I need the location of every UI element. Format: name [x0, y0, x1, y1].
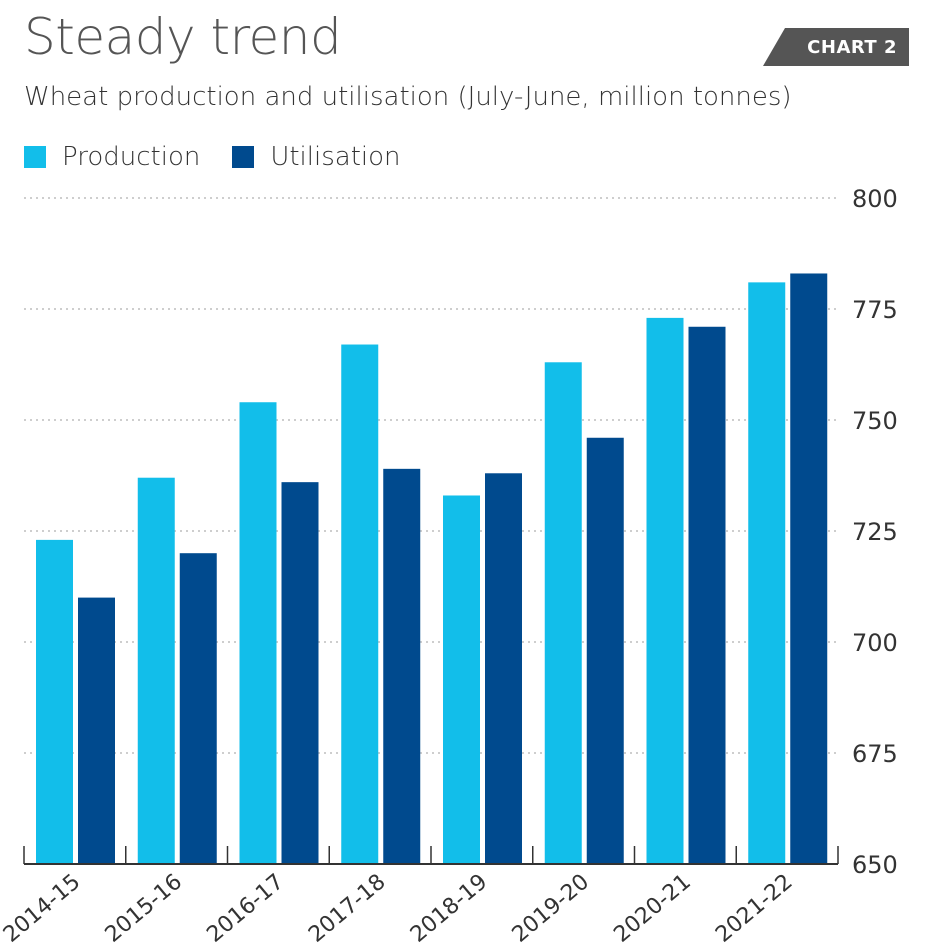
legend-item-utilisation: Utilisation	[232, 142, 401, 172]
legend-swatch-utilisation	[232, 146, 255, 168]
chart-title: Steady trend	[24, 8, 342, 66]
chart-subtitle: Wheat production and utilisation (July-J…	[24, 82, 792, 112]
legend-swatch-production	[24, 146, 46, 168]
bar-production-2018-19	[443, 495, 480, 864]
legend-label-production: Production	[62, 142, 201, 172]
x-tick-label-2019-20: 2019-20	[508, 869, 594, 947]
y-tick-label-725: 725	[852, 518, 898, 546]
bar-utilisation-2016-17	[281, 482, 319, 864]
bar-production-2019-20	[544, 362, 582, 864]
badge-label: CHART 2	[807, 37, 897, 58]
bar-production-2021-22	[748, 282, 786, 864]
badge-shape	[763, 28, 909, 66]
y-tick-label-750: 750	[852, 407, 898, 435]
x-tick-label-2014-15: 2014-15	[0, 869, 85, 947]
x-tick-label-2018-19: 2018-19	[406, 869, 492, 947]
bar-utilisation-2017-18	[383, 468, 421, 864]
y-tick-label-700: 700	[852, 629, 898, 657]
bar-utilisation-2018-19	[485, 473, 522, 864]
x-tick-label-2015-16: 2015-16	[101, 869, 187, 947]
bar-utilisation-2015-16	[179, 553, 217, 864]
bar-production-2020-21	[646, 317, 684, 864]
bar-utilisation-2020-21	[688, 326, 726, 864]
bar-production-2014-15	[36, 539, 73, 864]
bar-utilisation-2014-15	[78, 597, 115, 864]
y-tick-label-775: 775	[852, 296, 898, 324]
x-tick-label-2017-18: 2017-18	[304, 869, 390, 947]
y-tick-label-650: 650	[852, 851, 898, 879]
bar-production-2016-17	[239, 402, 277, 864]
bar-utilisation-2021-22	[790, 273, 828, 865]
legend-item-production: Production	[24, 142, 200, 172]
legend-label-utilisation: Utilisation	[270, 142, 401, 172]
bar-production-2015-16	[137, 477, 175, 864]
x-tick-label-2016-17: 2016-17	[202, 869, 288, 947]
y-tick-label-675: 675	[852, 740, 898, 768]
chart-badge: CHART 2	[763, 28, 909, 66]
x-tick-label-2021-22: 2021-22	[711, 869, 797, 947]
bar-production-2017-18	[341, 344, 379, 864]
legend: Production Utilisation	[24, 140, 433, 174]
y-tick-label-800: 800	[852, 185, 898, 213]
bar-utilisation-2019-20	[586, 437, 624, 864]
x-tick-label-2020-21: 2020-21	[609, 869, 695, 947]
